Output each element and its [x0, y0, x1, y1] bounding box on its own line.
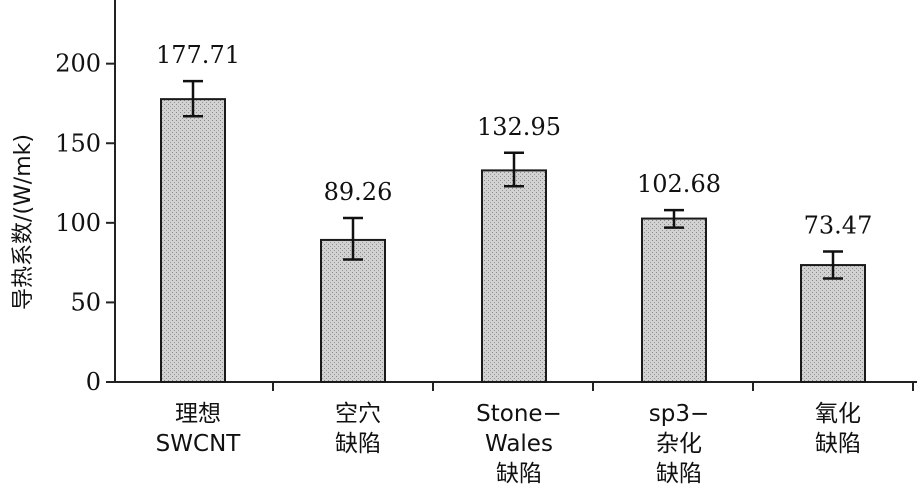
bar: [800, 264, 866, 383]
y-tick-label: 100: [55, 209, 101, 237]
data-label: 177.71: [156, 41, 240, 69]
data-label: 102.68: [637, 170, 721, 198]
data-label: 73.47: [804, 211, 873, 239]
x-category-label: 缺陷: [815, 431, 861, 457]
x-category-label: 缺陷: [656, 461, 702, 487]
x-category-label: Stone−: [476, 401, 562, 427]
y-tick-label: 150: [55, 129, 101, 157]
x-category-label: 氧化: [815, 401, 861, 427]
y-tick-label: 200: [55, 50, 101, 78]
x-category-label: 杂化: [656, 431, 702, 457]
data-label: 89.26: [324, 178, 393, 206]
bar: [320, 238, 386, 383]
data-label: 132.95: [477, 113, 561, 141]
x-category-label: sp3−: [649, 401, 710, 427]
y-tick-label: 0: [86, 368, 101, 396]
x-category-label: 理想: [175, 401, 221, 427]
x-category-label: Wales: [485, 431, 553, 457]
y-axis-title: 导热系数/(W/mk): [11, 134, 36, 310]
bar: [481, 169, 547, 383]
x-category-label: 缺陷: [335, 431, 381, 457]
x-category-label: 缺陷: [496, 461, 542, 487]
bar: [160, 98, 226, 383]
bar: [641, 217, 707, 383]
x-category-label: SWCNT: [156, 431, 242, 457]
x-category-label: 空穴: [335, 401, 381, 427]
y-tick-label: 50: [70, 288, 101, 316]
